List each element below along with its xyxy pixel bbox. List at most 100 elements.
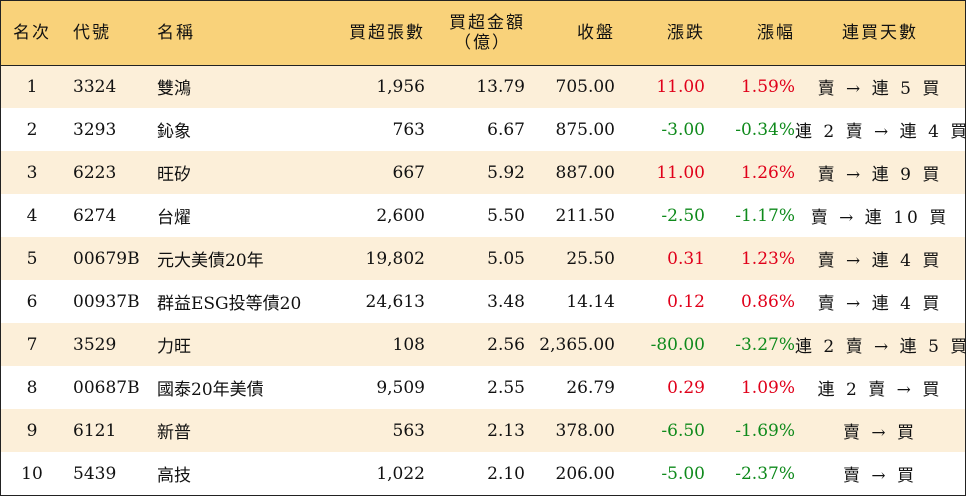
table-row[interactable]: 8 00687B 國泰20年美債 9,509 2.55 26.79 0.29 1.09% 連 2… [1, 366, 965, 409]
cell-change-pct: -0.34% [735, 119, 795, 140]
table-row[interactable]: 1 3324 雙鴻 1,956 13.79 705.00 11.00 1.59% 賣 → 連 5… [1, 65, 965, 108]
cell-net-buy-lots: 763 [392, 119, 425, 140]
header-change-pct[interactable]: 漲幅 [705, 1, 795, 66]
cell-change-pct: 1.09% [740, 377, 795, 398]
cell-change: 0.29 [667, 377, 705, 398]
cell-net-buy-lots: 563 [392, 420, 425, 441]
cell-net-buy-amount: 5.05 [487, 248, 525, 269]
cell-change: 11.00 [656, 76, 705, 97]
cell-change-pct: 1.23% [740, 248, 795, 269]
cell-change: 0.31 [667, 248, 705, 269]
cell-net-buy-amount: 2.56 [487, 334, 525, 355]
cell-change-pct: 1.26% [740, 162, 795, 183]
header-name[interactable]: 名稱 [157, 1, 337, 66]
cell-change: -5.00 [661, 463, 705, 484]
table-row[interactable]: 7 3529 力旺 108 2.56 2,365.00 -80.00 -3.27% 連 2 賣 … [1, 323, 966, 366]
cell-consecutive-days: 連 2 賣 → 連 5 買 [795, 337, 966, 357]
cell-consecutive-days: 賣 → 連 9 買 [817, 165, 943, 185]
cell-name: 高技 [157, 466, 191, 486]
cell-net-buy-amount: 3.48 [487, 291, 525, 312]
table-row[interactable]: 9 6121 新普 563 2.13 378.00 -6.50 -1.69% 賣 → 買 [1, 409, 965, 452]
table-body: 1 3324 雙鴻 1,956 13.79 705.00 11.00 1.59% 賣 → 連 5… [1, 65, 966, 495]
cell-consecutive-days: 賣 → 連 5 買 [817, 79, 943, 100]
cell-code: 00687B [73, 377, 140, 398]
cell-rank: 8 [26, 377, 38, 398]
cell-name: 台燿 [157, 208, 191, 228]
cell-close: 887.00 [555, 162, 615, 183]
cell-net-buy-amount: 2.10 [487, 463, 525, 484]
cell-net-buy-amount: 6.67 [487, 119, 525, 140]
cell-close: 2,365.00 [539, 334, 615, 355]
cell-code: 6121 [73, 420, 117, 441]
cell-name: 元大美債20年 [157, 251, 264, 271]
cell-name: 旺矽 [157, 165, 191, 185]
cell-rank: 10 [21, 463, 43, 484]
cell-rank: 1 [26, 76, 38, 97]
cell-code: 5439 [73, 463, 117, 484]
cell-close: 206.00 [555, 463, 615, 484]
table-row[interactable]: 2 3293 鈊象 763 6.67 875.00 -3.00 -0.34% 連 2 賣 → 連… [1, 108, 966, 151]
cell-name: 新普 [157, 423, 191, 443]
cell-change: 0.12 [667, 291, 705, 312]
cell-rank: 3 [26, 162, 38, 183]
header-code[interactable]: 代號 [63, 1, 157, 66]
header-change[interactable]: 漲跌 [615, 1, 705, 66]
table-row[interactable]: 6 00937B 群益ESG投等債20 24,613 3.48 14.14 0.12 0.86… [1, 280, 965, 323]
cell-net-buy-amount: 5.50 [487, 205, 525, 226]
header-amount-line1: 買超金額 [449, 12, 525, 33]
cell-close: 875.00 [555, 119, 615, 140]
cell-change-pct: 0.86% [740, 291, 795, 312]
header-close[interactable]: 收盤 [525, 1, 615, 66]
header-net-buy-lots[interactable]: 買超張數 [337, 1, 425, 66]
cell-change: -80.00 [650, 334, 705, 355]
cell-net-buy-lots: 2,600 [376, 205, 425, 226]
table-row[interactable]: 4 6274 台燿 2,600 5.50 211.50 -2.50 -1.17% 賣 → 連 1… [1, 194, 965, 237]
cell-close: 705.00 [555, 76, 615, 97]
cell-consecutive-days: 賣 → 連 4 買 [817, 294, 943, 314]
cell-change-pct: -3.27% [735, 334, 795, 355]
cell-consecutive-days: 連 2 賣 → 買 [817, 380, 943, 400]
cell-rank: 5 [26, 248, 38, 269]
cell-code: 3293 [73, 119, 117, 140]
cell-name: 鈊象 [157, 122, 191, 142]
cell-code: 6274 [73, 205, 117, 226]
cell-change-pct: -1.69% [735, 420, 795, 441]
cell-change-pct: 1.59% [740, 76, 795, 97]
cell-consecutive-days: 賣 → 連 10 買 [810, 208, 950, 228]
cell-net-buy-lots: 24,613 [365, 291, 425, 312]
cell-rank: 9 [26, 420, 38, 441]
cell-net-buy-amount: 13.79 [476, 76, 525, 97]
cell-consecutive-days: 賣 → 連 4 買 [817, 251, 943, 271]
cell-net-buy-lots: 108 [392, 334, 425, 355]
header-consecutive-days[interactable]: 連買天數 [795, 1, 965, 66]
cell-code: 00679B [73, 248, 140, 269]
cell-change: -6.50 [661, 420, 705, 441]
cell-change-pct: -2.37% [735, 463, 795, 484]
table-row[interactable]: 3 6223 旺矽 667 5.92 887.00 11.00 1.26% 賣 → 連 9 買 [1, 151, 965, 194]
header-rank[interactable]: 名次 [1, 1, 63, 66]
cell-net-buy-lots: 9,509 [376, 377, 425, 398]
cell-net-buy-amount: 2.55 [487, 377, 525, 398]
cell-change: 11.00 [656, 162, 705, 183]
cell-consecutive-days: 連 2 賣 → 連 4 買 [795, 122, 966, 142]
cell-name: 雙鴻 [157, 79, 191, 100]
header-amount-line2: （億） [454, 32, 511, 53]
cell-consecutive-days: 賣 → 買 [842, 423, 918, 443]
cell-rank: 6 [26, 291, 38, 312]
cell-code: 3529 [73, 334, 117, 355]
cell-close: 378.00 [555, 420, 615, 441]
cell-code: 6223 [73, 162, 117, 183]
table-row[interactable]: 5 00679B 元大美債20年 19,802 5.05 25.50 0.31 1.23% 賣 … [1, 237, 965, 280]
cell-change: -3.00 [661, 119, 705, 140]
cell-name: 國泰20年美債 [157, 380, 264, 400]
table-row[interactable]: 10 5439 高技 1,022 2.10 206.00 -5.00 -2.37% 賣 → 買 [1, 452, 965, 495]
cell-rank: 7 [26, 334, 38, 355]
cell-net-buy-lots: 1,022 [376, 463, 425, 484]
cell-close: 25.50 [566, 248, 615, 269]
cell-net-buy-lots: 1,956 [376, 76, 425, 97]
cell-name: 群益ESG投等債20 [157, 294, 302, 314]
cell-change: -2.50 [661, 205, 705, 226]
header-net-buy-amount[interactable]: 買超金額 （億） [425, 1, 525, 66]
